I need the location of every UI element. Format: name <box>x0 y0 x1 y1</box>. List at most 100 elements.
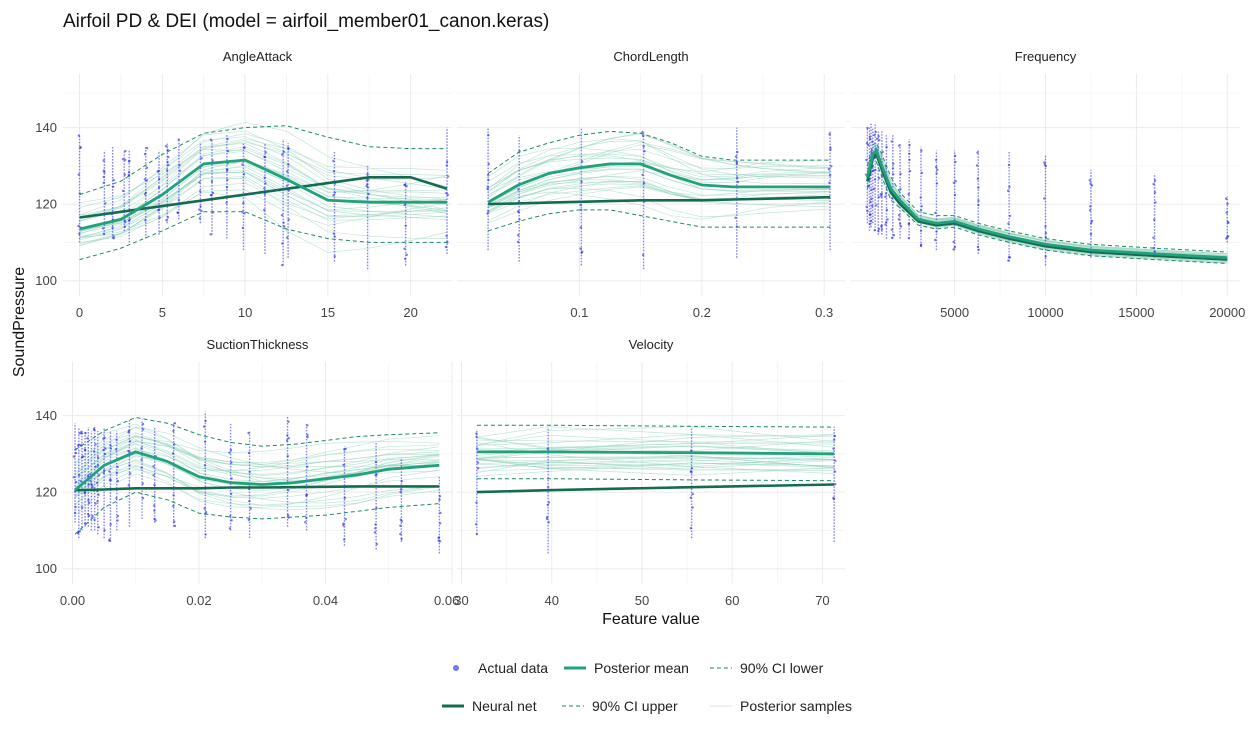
actual-data-point <box>487 178 490 181</box>
actual-data-point <box>287 163 290 166</box>
posterior-sample-line <box>79 138 448 216</box>
actual-data-point <box>305 516 308 520</box>
actual-data-point <box>264 151 267 154</box>
actual-data-point <box>935 230 938 233</box>
legend-item-90-ci-lower: 90% CI lower <box>710 660 824 676</box>
actual-data-point <box>865 158 868 162</box>
actual-data-point <box>400 480 403 483</box>
actual-data-point <box>403 183 407 186</box>
posterior-sample-line <box>476 434 835 448</box>
actual-data-point <box>734 216 737 219</box>
actual-data-point <box>94 465 97 468</box>
actual-data-point <box>827 168 831 171</box>
actual-data-point <box>211 191 215 195</box>
legend-item-90-ci-upper: 90% CI upper <box>562 698 678 714</box>
actual-data-point <box>1007 163 1011 167</box>
actual-data-point <box>333 255 336 258</box>
actual-data-point <box>283 225 286 228</box>
posterior-sample-line <box>487 191 831 220</box>
actual-data-point <box>367 192 370 196</box>
actual-data-point <box>934 158 938 162</box>
actual-data-point <box>373 531 377 534</box>
actual-data-point <box>886 218 889 221</box>
actual-data-point <box>286 455 289 458</box>
actual-data-point <box>90 482 93 486</box>
ci-upper-line <box>866 142 1228 253</box>
neural-net-line <box>79 176 448 219</box>
actual-data-point <box>80 432 84 435</box>
actual-data-point <box>936 168 939 171</box>
legend-item-actual-data: Actual data <box>453 660 548 676</box>
actual-data-point <box>285 439 289 442</box>
actual-data-point <box>79 146 82 149</box>
y-tick-label: 140 <box>35 408 57 423</box>
actual-data-point <box>643 150 646 153</box>
actual-data-point <box>77 443 81 446</box>
actual-data-point <box>1043 161 1046 164</box>
actual-data-point <box>198 181 201 184</box>
actual-data-point <box>164 145 168 148</box>
actual-data-point <box>920 205 923 208</box>
actual-data-point <box>230 519 233 522</box>
actual-data-point <box>95 481 99 485</box>
actual-data-point <box>281 242 284 245</box>
actual-data-point <box>953 245 956 249</box>
actual-data-point <box>691 506 694 509</box>
posterior-sample-line <box>79 189 448 238</box>
actual-data-point <box>475 435 478 438</box>
neural-net-line <box>488 195 831 206</box>
actual-data-point <box>87 501 91 505</box>
actual-data-point <box>935 172 938 175</box>
actual-data-point <box>437 536 441 539</box>
actual-data-point <box>375 473 378 476</box>
actual-data-point <box>1090 219 1094 223</box>
actual-data-point <box>1153 179 1157 182</box>
actual-data-point <box>405 185 408 188</box>
actual-data-point <box>977 199 980 202</box>
actual-data-point <box>366 173 369 176</box>
actual-data-point <box>127 431 130 434</box>
actual-data-point <box>870 197 873 200</box>
actual-data-point <box>869 200 872 203</box>
posterior-mean-line <box>487 162 831 204</box>
actual-data-point <box>865 205 868 209</box>
actual-data-point <box>109 447 113 450</box>
actual-data-point <box>127 484 130 487</box>
actual-data-point <box>867 143 870 147</box>
actual-data-point <box>486 212 489 215</box>
actual-data-point <box>229 514 232 518</box>
actual-data-point <box>285 184 289 187</box>
actual-data-point <box>102 175 105 179</box>
actual-data-point <box>828 133 831 136</box>
actual-data-point <box>898 144 901 147</box>
actual-data-point <box>173 422 177 425</box>
actual-data-point <box>305 493 309 497</box>
posterior-sample-line <box>79 121 448 222</box>
actual-data-point <box>399 524 402 527</box>
posterior-sample-line <box>79 149 448 204</box>
posterior-sample-line <box>476 455 835 474</box>
actual-data-point <box>445 160 449 164</box>
actual-data-point <box>121 158 125 161</box>
actual-data-point <box>145 146 149 150</box>
actual-data-point <box>834 459 837 462</box>
posterior-sample-line <box>79 159 448 232</box>
actual-data-point <box>124 158 127 162</box>
actual-data-point <box>875 204 878 207</box>
actual-data-point <box>116 479 120 483</box>
actual-data-point <box>880 225 883 228</box>
actual-data-point <box>198 208 201 211</box>
actual-data-point <box>444 245 448 249</box>
actual-data-point <box>880 195 883 198</box>
actual-data-point <box>226 178 229 182</box>
actual-data-point <box>869 219 873 223</box>
actual-data-point <box>1044 255 1047 258</box>
actual-data-point <box>89 479 92 482</box>
actual-data-point <box>263 193 266 196</box>
actual-data-point <box>736 176 739 179</box>
actual-data-point <box>833 470 837 473</box>
posterior-sample-line <box>74 436 440 476</box>
actual-data-point <box>112 235 115 238</box>
actual-data-point <box>286 236 289 239</box>
